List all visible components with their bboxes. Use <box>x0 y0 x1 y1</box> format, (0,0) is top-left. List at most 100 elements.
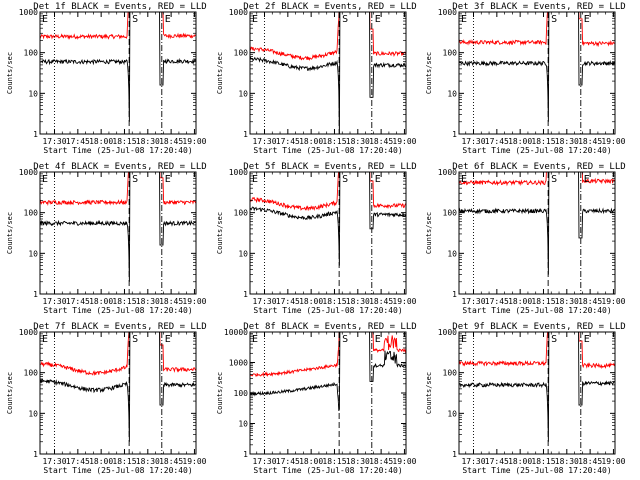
plot-area <box>40 332 196 442</box>
x-tick-label: 18:45 <box>159 297 183 306</box>
y-axis-label: Counts/sec <box>425 372 433 414</box>
series-events-line <box>40 172 196 282</box>
x-tick-label: 18:00 <box>89 457 113 466</box>
x-tick-label: 18:00 <box>299 137 323 146</box>
series-lld-line <box>40 12 196 40</box>
marker-label-e-left: E <box>42 334 48 345</box>
series-lld-line <box>459 332 615 369</box>
x-tick-label: 17:45 <box>66 457 90 466</box>
y-tick-label: 10 <box>238 249 248 258</box>
series-events-line <box>40 332 196 442</box>
det-panel-3: Det 3f BLACK = Events, RED = LLD S E E 1 10 10… <box>425 2 626 155</box>
x-tick-label: 17:45 <box>66 137 90 146</box>
x-tick-label: 18:00 <box>508 137 532 146</box>
x-tick-label: 17:30 <box>42 457 66 466</box>
x-tick-label: 18:15 <box>531 297 555 306</box>
x-tick-label: 17:30 <box>42 297 66 306</box>
x-axis-label: Start Time (25-Jul-08 17:20:40) <box>253 146 402 155</box>
y-tick-label: 100 <box>24 209 39 218</box>
series-lld-line <box>459 172 615 187</box>
x-tick-label: 19:00 <box>601 457 625 466</box>
x-tick-label: 17:45 <box>485 457 509 466</box>
axes-frame <box>458 331 616 455</box>
x-axis-label: Start Time (25-Jul-08 17:20:40) <box>253 306 402 315</box>
axes-frame <box>249 11 407 135</box>
marker-label-e: E <box>584 174 590 185</box>
plot-area <box>250 12 406 134</box>
panel-title: Det 9f BLACK = Events, RED = LLD <box>452 322 625 332</box>
series-events-line <box>250 332 406 412</box>
x-tick-label: 17:30 <box>252 297 276 306</box>
y-tick-label: 100 <box>443 49 458 58</box>
x-tick-label: 18:30 <box>346 297 370 306</box>
x-tick-label: 18:15 <box>322 137 346 146</box>
x-tick-label: 17:30 <box>461 457 485 466</box>
y-tick-label: 10 <box>28 89 38 98</box>
marker-label-e: E <box>375 334 381 345</box>
panel-title: Det 7f BLACK = Events, RED = LLD <box>33 322 206 332</box>
x-tick-label: 18:30 <box>136 457 160 466</box>
y-tick-label: 1000 <box>229 168 248 177</box>
marker-label-s: S <box>132 14 138 25</box>
x-tick-label: 18:15 <box>531 137 555 146</box>
panel-title: Det 6f BLACK = Events, RED = LLD <box>452 162 625 172</box>
y-tick-label: 10 <box>238 89 248 98</box>
x-tick-label: 19:00 <box>392 137 416 146</box>
marker-label-e: E <box>584 14 590 25</box>
y-tick-label: 1000 <box>19 8 38 17</box>
series-events-line <box>459 172 615 275</box>
y-axis-label: Counts/sec <box>216 52 224 94</box>
x-tick-label: 18:15 <box>322 297 346 306</box>
panel-title: Det 1f BLACK = Events, RED = LLD <box>33 2 206 12</box>
x-tick-label: 18:15 <box>322 457 346 466</box>
marker-label-e: E <box>165 174 171 185</box>
marker-label-e-left: E <box>42 174 48 185</box>
x-tick-label: 18:00 <box>508 457 532 466</box>
x-tick-label: 19:00 <box>392 457 416 466</box>
marker-label-e: E <box>165 14 171 25</box>
x-tick-label: 18:45 <box>369 297 393 306</box>
series-events-line <box>250 12 406 134</box>
x-axis-label: Start Time (25-Jul-08 17:20:40) <box>462 306 611 315</box>
series-events-line <box>459 332 615 442</box>
y-tick-label: 100 <box>24 369 39 378</box>
panel-title: Det 4f BLACK = Events, RED = LLD <box>33 162 206 172</box>
x-tick-label: 18:45 <box>369 457 393 466</box>
x-tick-label: 18:15 <box>112 457 136 466</box>
x-tick-label: 17:45 <box>276 137 300 146</box>
y-tick-label: 1 <box>243 290 248 299</box>
x-tick-label: 18:45 <box>159 457 183 466</box>
marker-label-e-left: E <box>461 334 467 345</box>
y-tick-label: 1000 <box>19 168 38 177</box>
series-lld-line <box>250 332 406 378</box>
det-panel-1: Det 1f BLACK = Events, RED = LLD S E E 1 10 10… <box>6 2 207 155</box>
axes-frame <box>458 11 616 135</box>
x-tick-label: 19:00 <box>601 297 625 306</box>
y-tick-label: 100 <box>24 49 39 58</box>
axes-frame <box>249 171 407 295</box>
marker-label-e-left: E <box>461 174 467 185</box>
x-tick-label: 19:00 <box>392 297 416 306</box>
x-tick-label: 18:30 <box>136 137 160 146</box>
panel-title: Det 2f BLACK = Events, RED = LLD <box>243 2 416 12</box>
plot-area <box>40 172 196 282</box>
axes-frame <box>39 11 197 135</box>
x-tick-label: 18:15 <box>112 137 136 146</box>
plot-area <box>459 172 615 275</box>
x-tick-label: 17:30 <box>252 457 276 466</box>
x-tick-label: 17:45 <box>66 297 90 306</box>
x-tick-label: 18:45 <box>578 137 602 146</box>
marker-label-s: S <box>132 334 138 345</box>
marker-label-s: S <box>551 334 557 345</box>
y-tick-label: 1000 <box>19 328 38 337</box>
x-tick-label: 18:30 <box>555 297 579 306</box>
plot-area <box>250 332 406 412</box>
x-tick-label: 17:45 <box>276 297 300 306</box>
y-tick-label: 1 <box>452 290 457 299</box>
x-tick-label: 17:30 <box>461 137 485 146</box>
series-lld-line <box>40 332 196 376</box>
marker-label-s: S <box>342 14 348 25</box>
plot-area <box>459 12 615 122</box>
x-tick-label: 18:30 <box>346 457 370 466</box>
